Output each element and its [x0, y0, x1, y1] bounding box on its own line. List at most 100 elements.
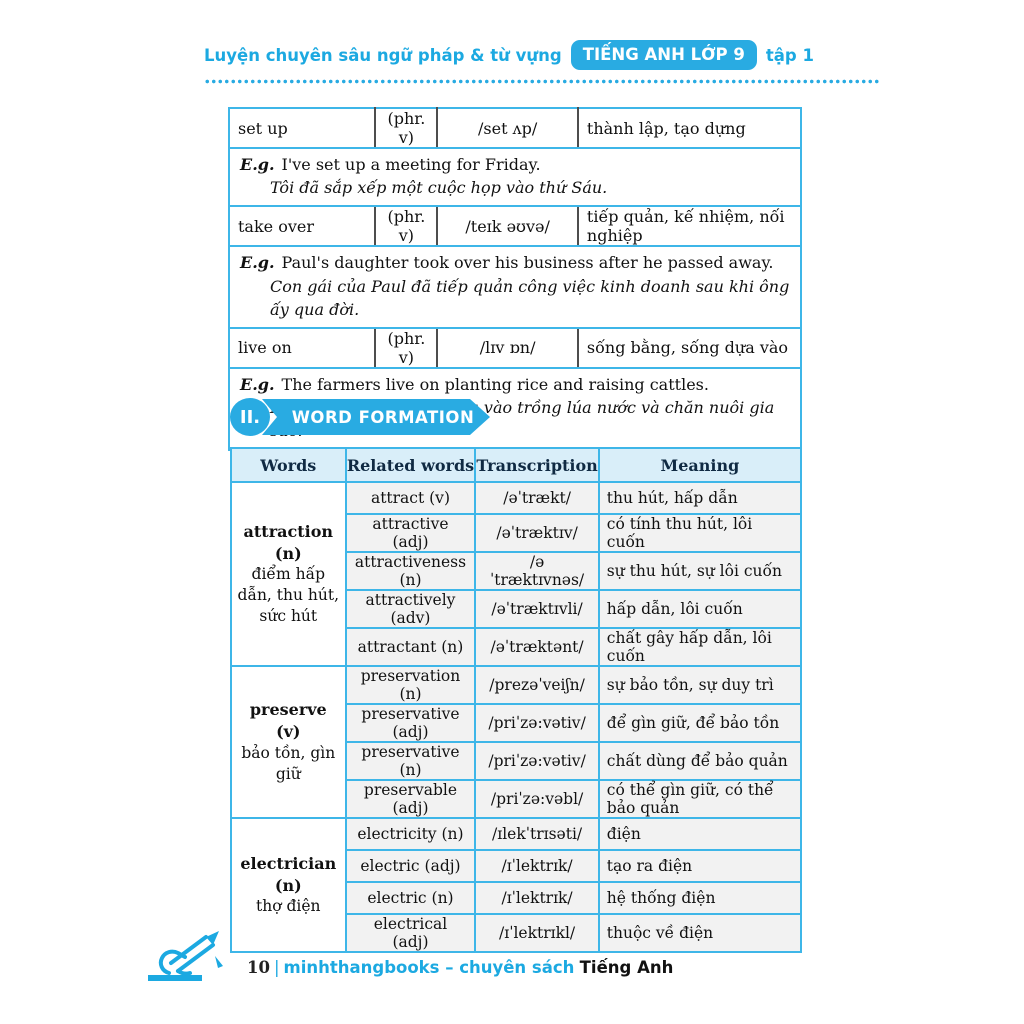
- table-row: preservative (adj) /priˈzə:vətiv/ để gìn…: [231, 703, 803, 743]
- table-row: electric (adj) /ɪˈlektrɪk/ tạo ra điện: [231, 849, 803, 883]
- transcription: /əˈtræktɪv/: [474, 513, 600, 553]
- related-word: preservative (n): [344, 741, 477, 781]
- phrasal-meaning: tiếp quản, kế nhiệm, nối nghiệp: [576, 205, 803, 248]
- group-word-cell: electrician (n) thợ điện: [230, 817, 347, 953]
- phrasal-transcription: /set ʌp/: [436, 107, 579, 149]
- phrasal-transcription: /lɪv ɒn/: [436, 326, 579, 369]
- table-row: electrician (n) thợ điện electricity (n)…: [230, 817, 803, 953]
- phrasal-meaning: sống bằng, sống dựa vào: [576, 326, 803, 369]
- phrasal-transcription: /teɪk əʊvə/: [436, 205, 579, 248]
- table-row: preserve (v) bảo tồn, gìn giữ preservati…: [230, 665, 803, 819]
- transcription: /əˈtræktɪvnəs/: [474, 551, 600, 591]
- column-header-transcription: Transcription: [474, 447, 600, 483]
- phrasal-row: live on (phr. v) /lɪv ɒn/ sống bằng, sốn…: [227, 326, 803, 369]
- transcription: /ɪˈlektrɪk/: [474, 849, 600, 883]
- group-gloss: thợ điện: [256, 897, 321, 916]
- transcription: /ɪˈlektrɪk/: [474, 881, 600, 915]
- example-cell: E.g. The farmers live on planting rice an…: [228, 366, 802, 451]
- group-word: attraction (n): [243, 522, 334, 563]
- example-english-text: The farmers live on planting rice and ra…: [281, 374, 709, 394]
- related-word: electricity (n): [344, 817, 477, 851]
- page-footer: 10 | minhthangbooks – chuyên sách Tiếng An…: [145, 930, 673, 986]
- meaning: có thể gìn giữ, có thể bảo quản: [597, 779, 803, 819]
- example-english-text: Paul's daughter took over his business a…: [281, 253, 774, 273]
- footer-text: 10 | minhthangbooks – chuyên sách Tiếng An…: [247, 958, 673, 986]
- column-header-meaning: Meaning: [597, 447, 803, 483]
- example-cell: E.g. Paul's daughter took over his busine…: [228, 245, 802, 329]
- example-english: E.g. I've set up a meeting for Friday.: [240, 153, 790, 176]
- word-formation-table: Words Related words Transcription Meanin…: [230, 447, 803, 953]
- transcription: /ɪˈlektrɪkl/: [474, 913, 600, 953]
- related-word: electric (adj): [344, 849, 477, 883]
- transcription: /əˈtræktənt/: [474, 627, 600, 667]
- related-word: attract (v): [344, 481, 477, 515]
- transcription: /əˈtrækt/: [474, 481, 600, 515]
- related-word: attractant (n): [344, 627, 477, 667]
- table-row: attractively (adv) /əˈtræktɪvli/ hấp dẫn…: [231, 589, 803, 629]
- meaning: điện: [597, 817, 803, 851]
- table-row: attractive (adj) /əˈtræktɪv/ có tính thu…: [231, 513, 803, 553]
- phrasal-row: set up (phr. v) /set ʌp/ thành lập, tạo …: [227, 107, 803, 149]
- meaning: hệ thống điện: [597, 881, 803, 915]
- table-row: electric (n) /ɪˈlektrɪk/ hệ thống điện: [231, 881, 803, 915]
- phrasal-pos: (phr. v): [374, 205, 439, 248]
- related-word: attractively (adv): [344, 589, 477, 629]
- eg-label: E.g.: [240, 253, 275, 273]
- meaning: thuộc về điện: [597, 913, 803, 953]
- table-header-row: Words Related words Transcription Meanin…: [230, 447, 803, 483]
- meaning: tạo ra điện: [597, 849, 803, 883]
- transcription: /priˈzə:vətiv/: [474, 741, 600, 781]
- column-header-words: Words: [230, 447, 347, 483]
- group-gloss: điểm hấp dẫn, thu hút, sức hút: [237, 565, 340, 626]
- group-word-cell: attraction (n) điểm hấp dẫn, thu hút, sứ…: [230, 481, 347, 667]
- meaning: chất gây hấp dẫn, lôi cuốn: [597, 627, 803, 667]
- phrasal-word: take over: [227, 205, 377, 248]
- example-cell: E.g. I've set up a meeting for Friday. Tô…: [228, 146, 802, 208]
- related-word: preservation (n): [344, 665, 477, 705]
- page-number: 10: [247, 958, 270, 977]
- transcription: /əˈtræktɪvli/: [474, 589, 600, 629]
- eg-label: E.g.: [240, 155, 275, 174]
- section-numeral-badge: II.: [230, 398, 270, 436]
- phrasal-pos: (phr. v): [374, 326, 439, 369]
- example-row: E.g. Paul's daughter took over his busine…: [228, 245, 802, 329]
- related-word: electric (n): [344, 881, 477, 915]
- table-row: electrical (adj) /ɪˈlektrɪkl/ thuộc về đ…: [231, 913, 803, 953]
- phrasal-word: set up: [227, 107, 377, 149]
- related-word: attractiveness (n): [344, 551, 477, 591]
- example-english: E.g. The farmers live on planting rice an…: [240, 373, 790, 396]
- phrasal-pos: (phr. v): [374, 107, 439, 149]
- meaning: thu hút, hấp dẫn: [597, 481, 803, 515]
- footer-brand-suffix: Tiếng Anh: [579, 958, 674, 977]
- transcription: /prezəˈveiʃn/: [474, 665, 600, 705]
- related-word: preservative (adj): [344, 703, 477, 743]
- meaning: sự bảo tồn, sự duy trì: [597, 665, 803, 705]
- dotted-divider: [204, 79, 880, 84]
- meaning: sự thu hút, sự lôi cuốn: [597, 551, 803, 591]
- table-row: attractiveness (n) /əˈtræktɪvnəs/ sự thu…: [231, 551, 803, 591]
- meaning: hấp dẫn, lôi cuốn: [597, 589, 803, 629]
- header-tagline: Luyện chuyên sâu ngữ pháp & từ vựng: [204, 45, 562, 65]
- column-header-related: Related words: [344, 447, 477, 483]
- footer-divider: |: [273, 958, 280, 977]
- meaning: có tính thu hút, lôi cuốn: [597, 513, 803, 553]
- group-word: electrician (n): [240, 853, 337, 895]
- page-header: Luyện chuyên sâu ngữ pháp & từ vựng TIẾN…: [204, 40, 880, 84]
- footer-brand: minhthangbooks – chuyên sách: [283, 958, 575, 977]
- example-english-text: I've set up a meeting for Friday.: [281, 155, 541, 174]
- phrasal-word: live on: [227, 326, 377, 369]
- eg-label: E.g.: [240, 374, 275, 394]
- example-vietnamese: Tôi đã sắp xếp một cuộc họp vào thứ Sáu.: [270, 178, 608, 198]
- example-row: E.g. I've set up a meeting for Friday. Tô…: [228, 146, 802, 208]
- volume-label: tập 1: [765, 45, 814, 65]
- transcription: /priˈzə:vəbl/: [474, 779, 600, 819]
- transcription: /priˈzə:vətiv/: [474, 703, 600, 743]
- header-row: Luyện chuyên sâu ngữ pháp & từ vựng TIẾN…: [204, 40, 880, 70]
- section-header: II. WORD FORMATION: [230, 398, 490, 436]
- group-word-cell: preserve (v) bảo tồn, gìn giữ: [230, 665, 347, 819]
- phrasal-meaning: thành lập, tạo dựng: [576, 107, 803, 149]
- example-row: E.g. The farmers live on planting rice an…: [228, 366, 802, 451]
- example-vietnamese: Con gái của Paul đã tiếp quản công việc …: [270, 276, 790, 319]
- phrasal-verbs-table: set up (phr. v) /set ʌp/ thành lập, tạo …: [227, 107, 803, 451]
